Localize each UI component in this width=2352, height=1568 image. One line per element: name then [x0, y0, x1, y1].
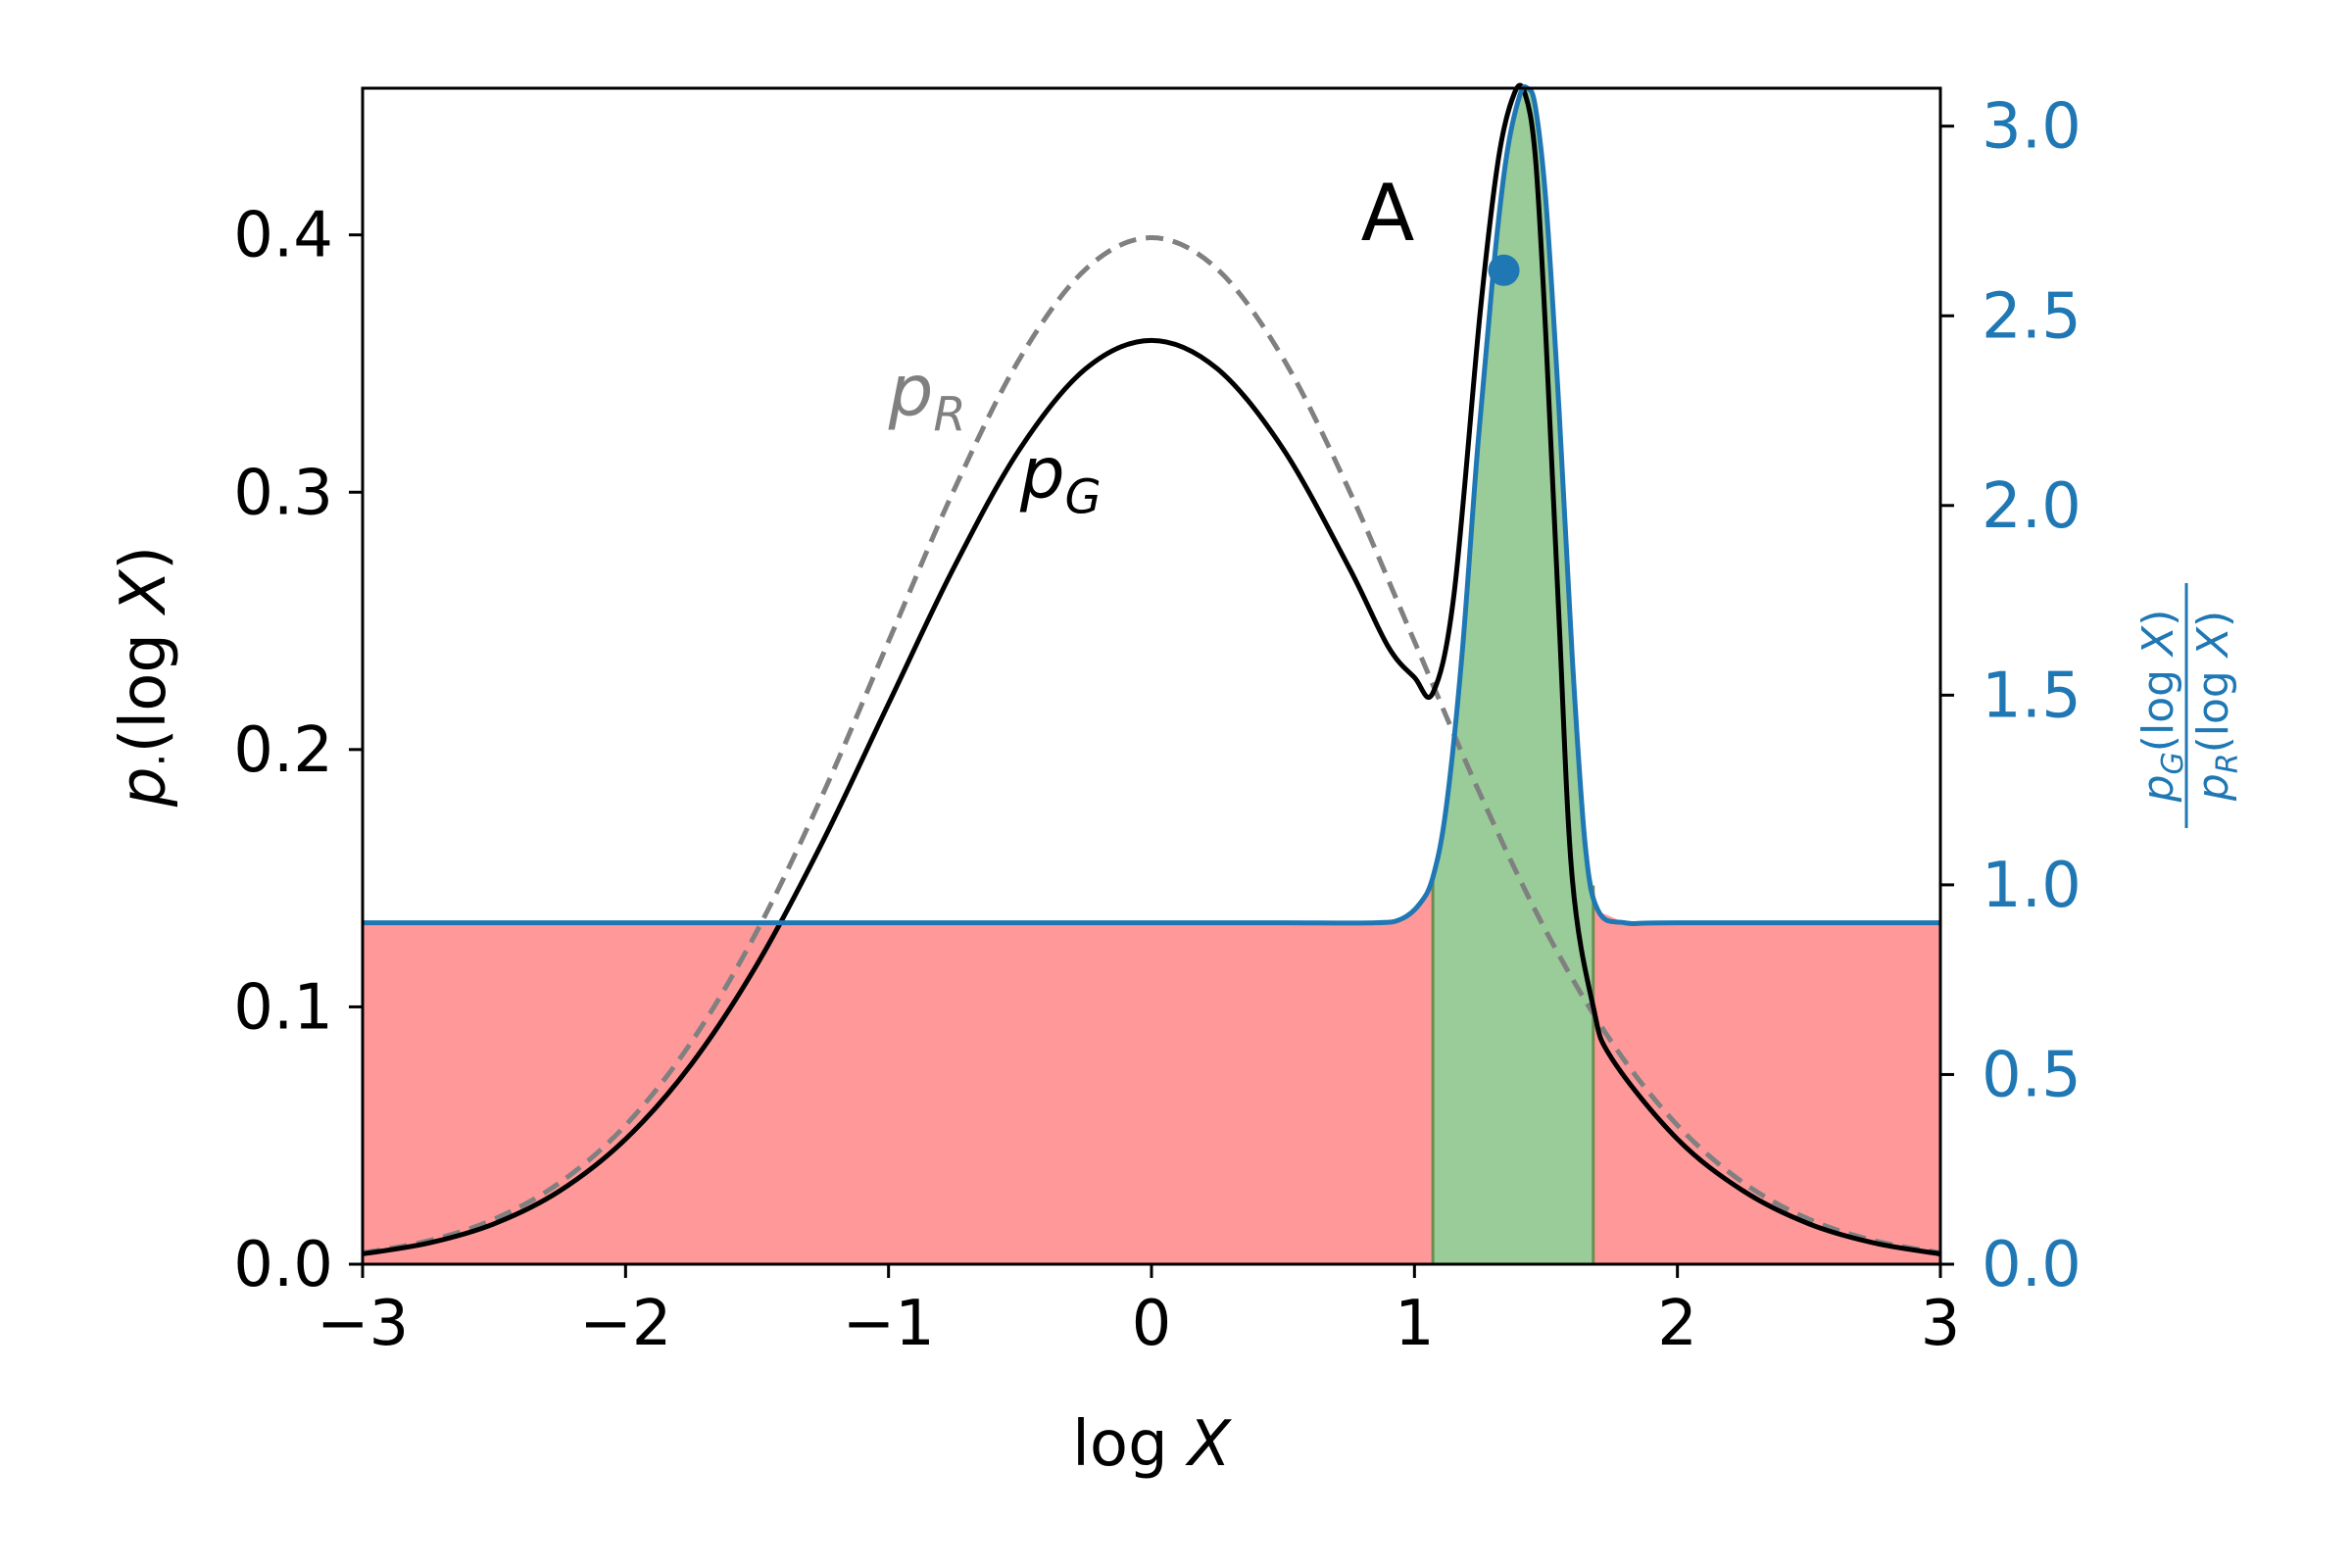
y-left-axis-label: p·(log X) — [108, 546, 187, 808]
series-line-ratio — [363, 84, 1940, 926]
y-right-tick-label: 0.5 — [1982, 1039, 2082, 1111]
y-left-tick-label: 0.4 — [233, 200, 333, 272]
y-left-tick-label: 0.1 — [233, 971, 333, 1044]
x-tick-label: 3 — [1921, 1288, 1961, 1360]
y-right-tick-label: 2.0 — [1982, 470, 2082, 543]
x-tick-label: 0 — [1132, 1288, 1172, 1360]
y-right-tick-label: 1.5 — [1982, 660, 2082, 732]
y-right-axis-label: pG(log X)pR(log X) — [2133, 583, 2245, 828]
point-A — [1488, 254, 1520, 286]
annotation-A: A — [1361, 168, 1415, 259]
y-left-tick-label: 0.3 — [233, 457, 333, 529]
x-axis-label: log X — [1072, 1408, 1232, 1481]
text-layer: −3 −2 −1 0 1 2 3 0.0 0.1 0.2 0.3 0.4 0.0 0.5 1.0 1.5 2.0… — [108, 91, 2245, 1481]
axes-layer — [349, 86, 1954, 1278]
marks-layer — [1488, 254, 1520, 286]
y-right-tick-label: 1.0 — [1982, 850, 2082, 922]
x-tick-label: 2 — [1657, 1288, 1697, 1360]
x-tick-label: −2 — [579, 1288, 671, 1360]
fill-ratio-below-one — [363, 884, 1940, 1264]
y-right-tick-label: 3.0 — [1982, 91, 2082, 164]
y-right-tick-label: 2.5 — [1982, 280, 2082, 353]
y-right-label-denominator: pR(log X) — [2188, 611, 2245, 802]
x-tick-label: 1 — [1395, 1288, 1435, 1360]
series-line-p-R — [362, 235, 1941, 1255]
y-left-tick-label: 0.0 — [233, 1229, 333, 1301]
y-left-tick-label: 0.2 — [233, 714, 333, 787]
x-tick-label: −3 — [317, 1288, 409, 1360]
x-tick-label: −1 — [842, 1288, 934, 1360]
series-line-p-G — [362, 82, 1941, 1256]
y-right-label-numerator: pG(log X) — [2133, 610, 2190, 804]
series-label-p-R: pR — [888, 349, 966, 442]
fill-ratio-above-one — [1433, 88, 1593, 1265]
fill-layer — [363, 88, 1940, 1265]
y-right-tick-label: 0.0 — [1982, 1229, 2082, 1301]
series-label-p-G: pG — [1019, 432, 1102, 525]
